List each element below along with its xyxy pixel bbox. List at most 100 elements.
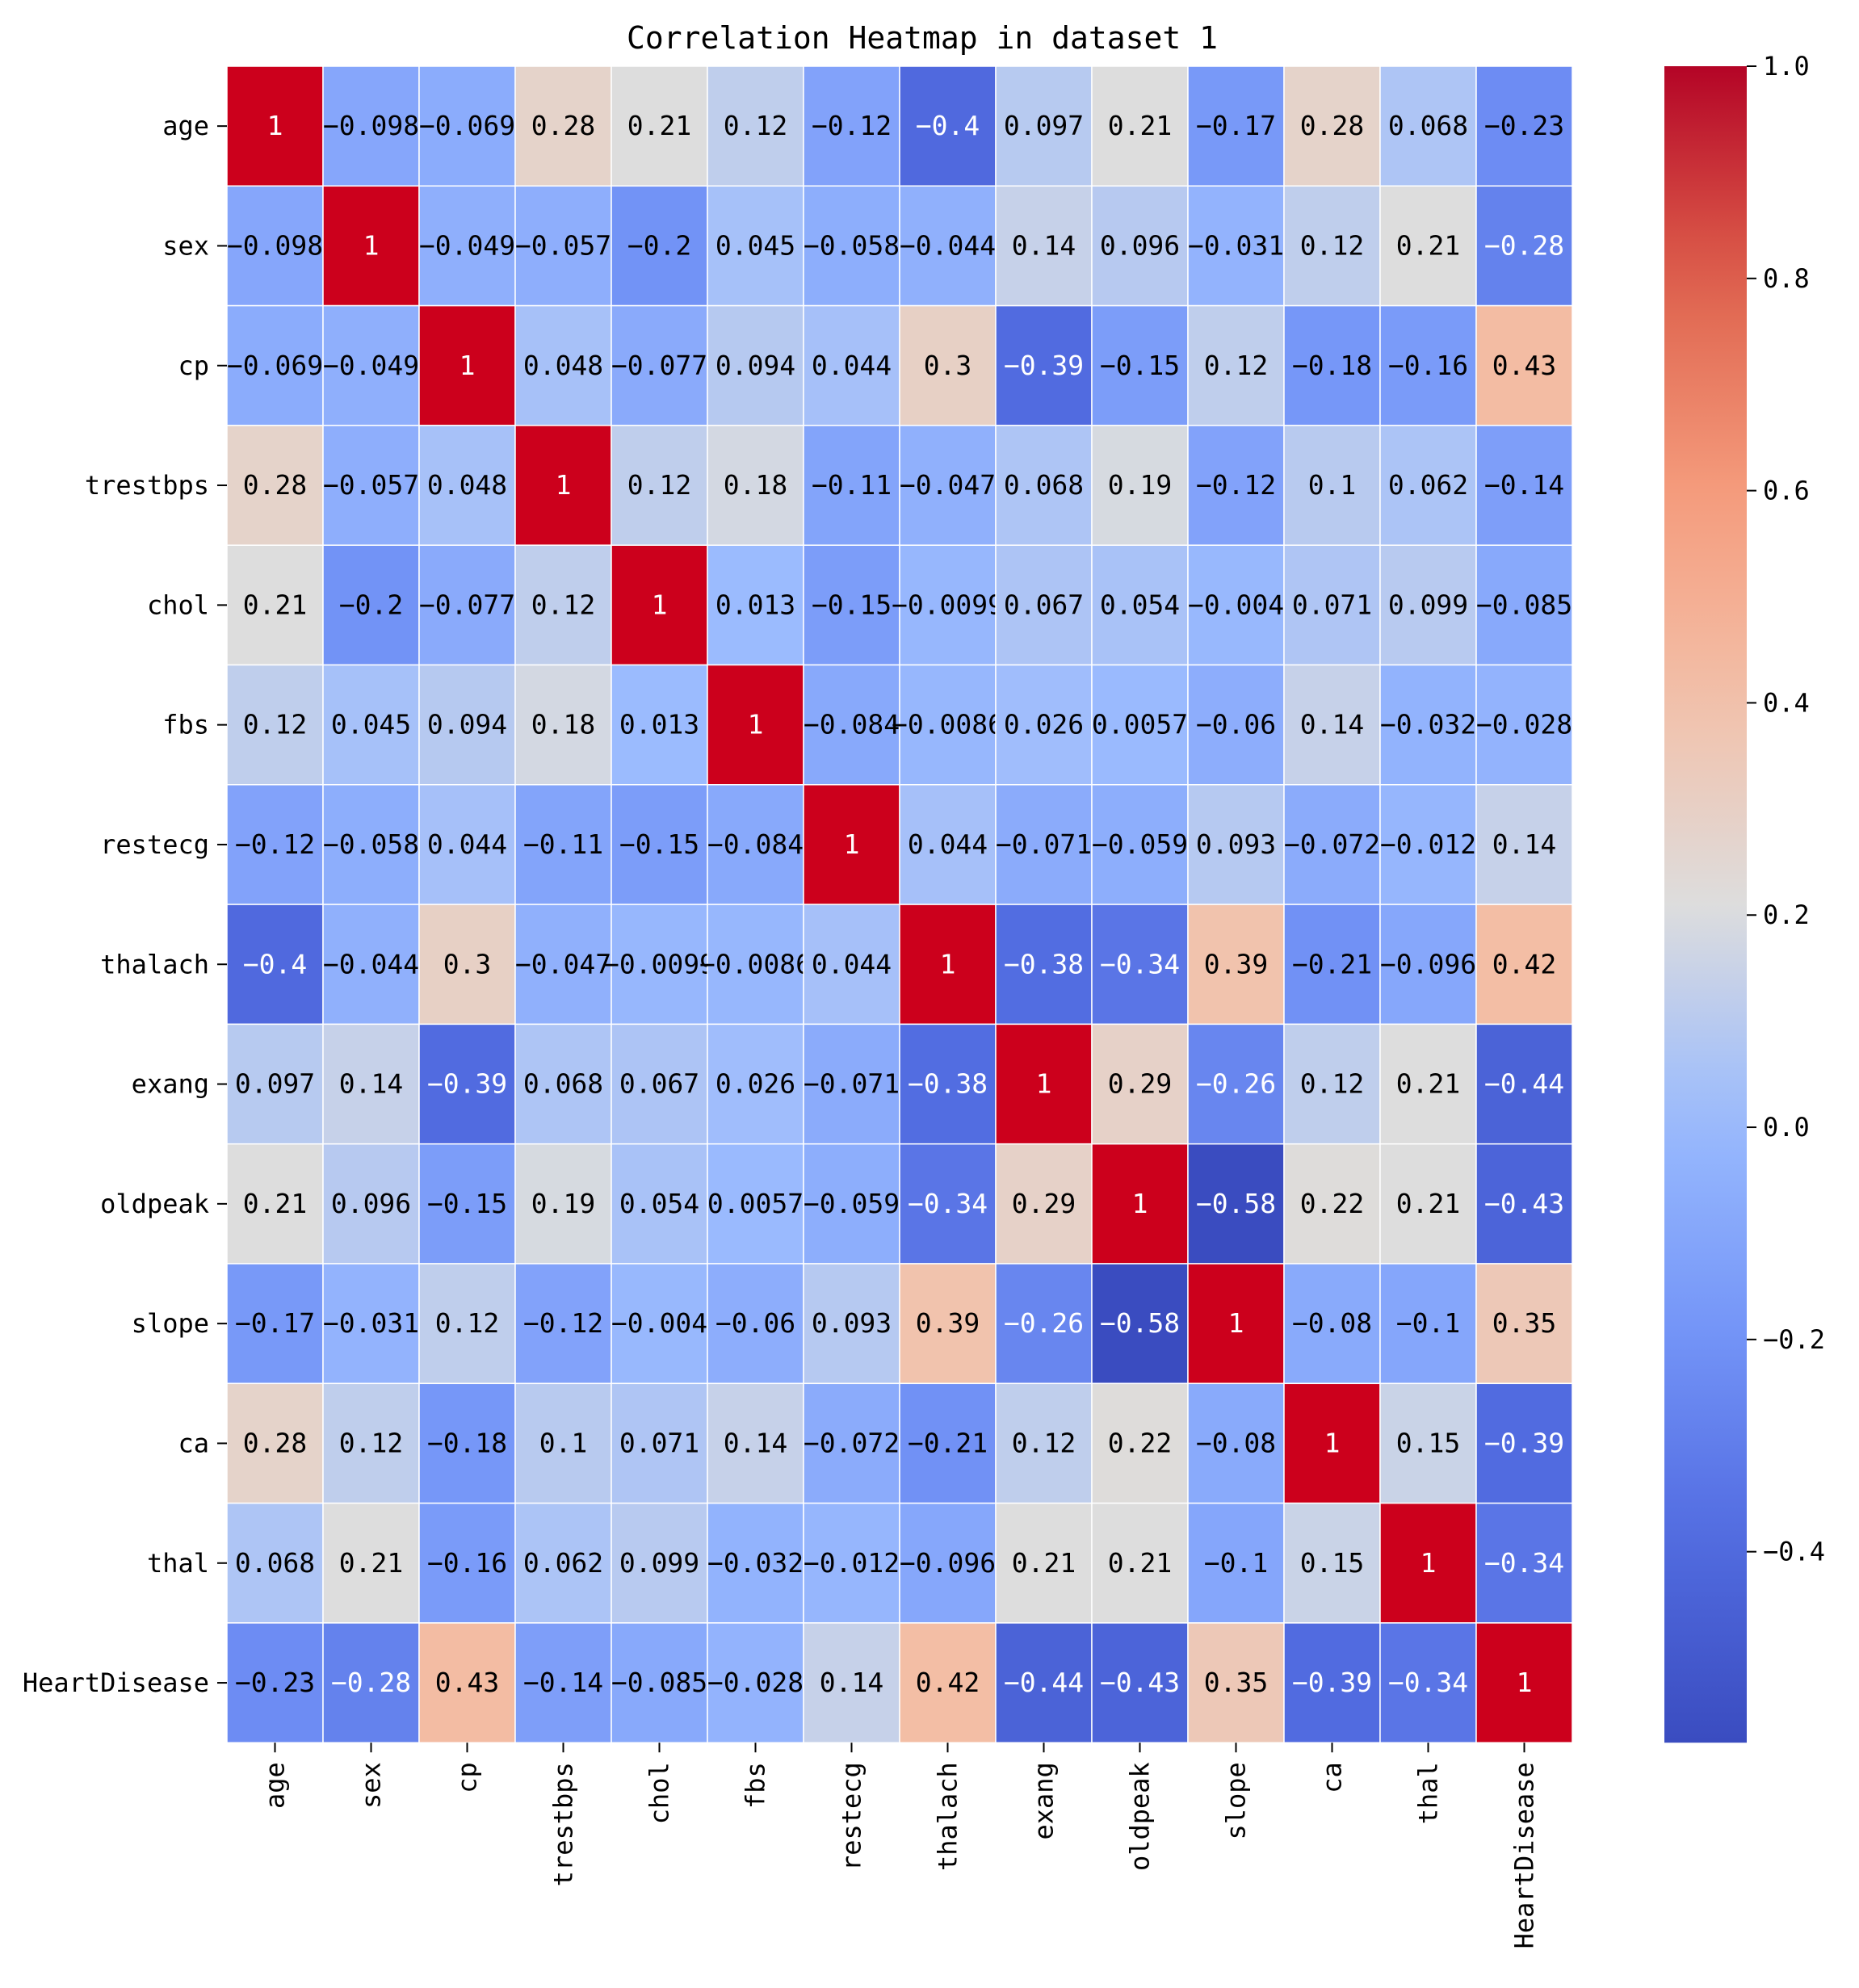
colorbar-gradient — [1664, 66, 1747, 1743]
colorbar-tick-label: 0.6 — [1763, 476, 1810, 506]
cell-value-label-thalach-restecg: 0.044 — [812, 948, 892, 979]
column-label-fbs: fbs — [741, 1762, 771, 1809]
heatmap-cell-cp-exang — [995, 304, 1093, 426]
heatmap-cell-thal-slope — [1187, 1502, 1285, 1624]
cell-value-label-ca-thalach: −0.21 — [908, 1427, 988, 1458]
column-label-HeartDisease: HeartDisease — [1509, 1762, 1540, 1948]
heatmap-cell-sex-sex — [322, 185, 420, 307]
colorbar-tick-label: 0.2 — [1763, 900, 1810, 930]
cell-value-label-sex-sex: 1 — [363, 229, 380, 261]
cell-value-label-sex-age: −0.098 — [227, 229, 323, 261]
cell-value-label-age-sex: −0.098 — [323, 110, 419, 141]
cell-value-label-ca-ca: 1 — [1324, 1427, 1341, 1458]
heatmap-cell-fbs-restecg — [803, 664, 900, 786]
cell-value-label-cp-restecg: 0.044 — [812, 350, 892, 381]
cell-value-label-slope-trestbps: −0.12 — [523, 1307, 603, 1339]
heatmap-cell-oldpeak-slope — [1187, 1143, 1285, 1265]
cell-value-label-cp-thal: −0.16 — [1388, 350, 1468, 381]
cell-value-label-thalach-HeartDisease: 0.42 — [1492, 948, 1556, 979]
cell-value-label-ca-oldpeak: 0.22 — [1108, 1427, 1172, 1458]
column-label-thalach: thalach — [933, 1762, 963, 1871]
heatmap-cell-fbs-slope — [1187, 664, 1285, 786]
heatmap-cell-restecg-sex — [322, 784, 420, 905]
cell-value-label-cp-oldpeak: −0.15 — [1100, 350, 1180, 381]
heatmap-cell-slope-thal — [1379, 1263, 1477, 1385]
heatmap-cell-trestbps-thal — [1379, 425, 1477, 546]
cell-value-label-age-exang: 0.097 — [1004, 110, 1084, 141]
cell-value-label-chol-cp: −0.077 — [419, 589, 515, 620]
heatmap-cell-fbs-fbs — [707, 664, 804, 786]
cell-value-label-thal-ca: 0.15 — [1300, 1547, 1364, 1579]
cell-value-label-chol-HeartDisease: −0.085 — [1476, 589, 1572, 620]
heatmap-cell-age-thalach — [899, 65, 997, 187]
cell-value-label-trestbps-thal: 0.062 — [1388, 469, 1468, 501]
cell-value-label-trestbps-oldpeak: 0.19 — [1108, 469, 1172, 501]
cell-value-label-HeartDisease-sex: −0.28 — [331, 1667, 411, 1698]
cell-value-label-thalach-exang: −0.38 — [1004, 948, 1084, 979]
row-label-cp: cp — [178, 350, 209, 381]
cell-value-label-thal-cp: −0.16 — [427, 1547, 507, 1579]
heatmap-cell-HeartDisease-ca — [1283, 1622, 1381, 1743]
cell-value-label-chol-fbs: 0.013 — [715, 589, 795, 620]
row-label-HeartDisease: HeartDisease — [23, 1667, 209, 1698]
heatmap-cell-age-HeartDisease — [1475, 65, 1573, 187]
cell-value-label-ca-sex: 0.12 — [339, 1427, 403, 1458]
heatmap-cell-trestbps-fbs — [707, 425, 804, 546]
cell-value-label-fbs-exang: 0.026 — [1004, 709, 1084, 740]
cell-value-label-sex-fbs: 0.045 — [715, 229, 795, 261]
cell-value-label-exang-slope: −0.26 — [1196, 1068, 1276, 1100]
cell-value-label-slope-fbs: −0.06 — [715, 1307, 795, 1339]
cell-value-label-age-age: 1 — [267, 110, 283, 141]
heatmap-cell-thalach-thal — [1379, 904, 1477, 1025]
row-labels: age sex cp trestbps chol fbs restecg thalach exa… — [23, 111, 227, 1698]
cell-value-label-age-chol: 0.21 — [627, 110, 691, 141]
cell-value-label-cp-age: −0.069 — [227, 350, 323, 381]
heatmap-cell-trestbps-slope — [1187, 425, 1285, 546]
cell-value-label-slope-sex: −0.031 — [323, 1307, 419, 1339]
heatmap-cell-chol-oldpeak — [1091, 544, 1189, 666]
cell-value-label-fbs-sex: 0.045 — [331, 709, 411, 740]
cell-value-label-trestbps-HeartDisease: −0.14 — [1484, 469, 1564, 501]
heatmap-cell-chol-chol — [611, 544, 708, 666]
cell-value-label-HeartDisease-slope: 0.35 — [1204, 1667, 1268, 1698]
heatmap-cell-ca-fbs — [707, 1382, 804, 1504]
cell-value-label-sex-cp: −0.049 — [419, 229, 515, 261]
heatmap-cell-fbs-thal — [1379, 664, 1477, 786]
cell-value-label-exang-oldpeak: 0.29 — [1108, 1068, 1172, 1100]
cell-value-label-sex-oldpeak: 0.096 — [1100, 229, 1180, 261]
heatmap-cell-fbs-chol — [611, 664, 708, 786]
heatmap-cell-exang-ca — [1283, 1023, 1381, 1145]
heatmap-cell-age-fbs — [707, 65, 804, 187]
cell-value-label-thalach-oldpeak: −0.34 — [1100, 948, 1180, 979]
heatmap-cell-oldpeak-age — [226, 1143, 324, 1265]
cell-value-label-oldpeak-cp: −0.15 — [427, 1188, 507, 1219]
cell-value-label-HeartDisease-thalach: 0.42 — [916, 1667, 980, 1698]
heatmap-cell-fbs-sex — [322, 664, 420, 786]
heatmap-cell-trestbps-thalach — [899, 425, 997, 546]
heatmap-cell-exang-cp — [418, 1023, 516, 1145]
column-label-cp: cp — [452, 1762, 483, 1793]
heatmap-cell-thalach-HeartDisease — [1475, 904, 1573, 1025]
cell-value-label-cp-thalach: 0.3 — [924, 350, 972, 381]
heatmap-cell-slope-HeartDisease — [1475, 1263, 1573, 1385]
heatmap-cell-cp-HeartDisease — [1475, 304, 1573, 426]
cell-value-label-oldpeak-fbs: 0.0057 — [707, 1188, 804, 1219]
cell-value-label-restecg-restecg: 1 — [844, 828, 860, 860]
cell-value-label-restecg-HeartDisease: 0.14 — [1492, 828, 1556, 860]
cell-value-label-thal-thal: 1 — [1420, 1547, 1437, 1579]
row-label-oldpeak: oldpeak — [100, 1189, 209, 1219]
heatmap-cell-age-age — [226, 65, 324, 187]
cell-value-label-trestbps-ca: 0.1 — [1308, 469, 1357, 501]
heatmap-cell-thal-fbs — [707, 1502, 804, 1624]
heatmap-cell-thal-thalach — [899, 1502, 997, 1624]
heatmap-cell-thal-thal — [1379, 1502, 1477, 1624]
cell-value-label-thal-restecg: −0.012 — [804, 1547, 900, 1579]
heatmap-cell-oldpeak-sex — [322, 1143, 420, 1265]
cell-value-label-chol-trestbps: 0.12 — [531, 589, 595, 620]
cell-value-label-oldpeak-exang: 0.29 — [1012, 1188, 1076, 1219]
heatmap-cell-sex-HeartDisease — [1475, 185, 1573, 307]
row-label-chol: chol — [147, 589, 209, 620]
column-label-sex: sex — [356, 1762, 387, 1809]
cell-value-label-slope-cp: 0.12 — [435, 1307, 499, 1339]
heatmap-cells: 1 −0.098 −0.069 0.28 0.21 0.12 −0.12 −0.4 0.097 0… — [226, 65, 1573, 1743]
